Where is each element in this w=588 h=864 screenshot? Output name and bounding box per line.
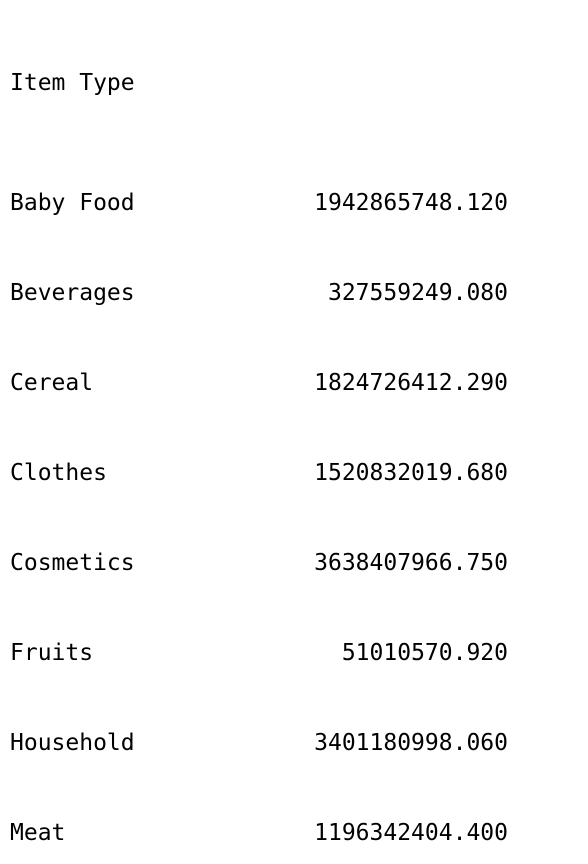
series-row: Household 3401180998.060 xyxy=(10,728,580,758)
row-label: Cosmetics xyxy=(10,550,135,576)
row-label: Meat xyxy=(10,820,66,846)
row-value: 3401180998.060 xyxy=(314,730,508,756)
row-value: 1196342404.400 xyxy=(314,820,508,846)
index-name: Item Type xyxy=(10,70,135,96)
series-row: Baby Food 1942865748.120 xyxy=(10,188,580,218)
row-label: Household xyxy=(10,730,135,756)
series-row: Clothes 1520832019.680 xyxy=(10,458,580,488)
series-row: Fruits 51010570.920 xyxy=(10,638,580,668)
row-value: 1824726412.290 xyxy=(314,370,508,396)
series-row: Meat 1196342404.400 xyxy=(10,818,580,848)
row-value: 327559249.080 xyxy=(327,280,508,306)
row-label: Baby Food xyxy=(10,190,135,216)
series-row: Cosmetics 3638407966.750 xyxy=(10,548,580,578)
series-row: Cereal 1824726412.290 xyxy=(10,368,580,398)
series-output: Item Type Baby Food 1942865748.120 Bever… xyxy=(10,8,580,864)
row-value: 3638407966.750 xyxy=(314,550,508,576)
row-value: 1942865748.120 xyxy=(314,190,508,216)
index-name-row: Item Type xyxy=(10,68,580,98)
row-value: 51010570.920 xyxy=(341,640,508,666)
row-label: Fruits xyxy=(10,640,94,666)
row-label: Beverages xyxy=(10,280,135,306)
row-label: Cereal xyxy=(10,370,94,396)
row-label: Clothes xyxy=(10,460,107,486)
series-row: Beverages 327559249.080 xyxy=(10,278,580,308)
row-value: 1520832019.680 xyxy=(314,460,508,486)
